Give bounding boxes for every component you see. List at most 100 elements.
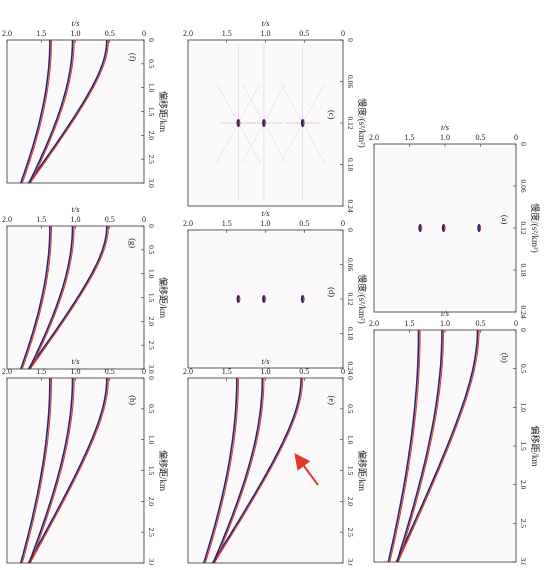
event-trough bbox=[396, 329, 443, 563]
x-tick-label: 3.0 bbox=[346, 558, 355, 565]
x-axis-label: 慢度/(s²/km²) bbox=[357, 274, 368, 323]
x-tick-label: 1.0 bbox=[346, 435, 355, 445]
t-tick-label: 1.0 bbox=[261, 29, 271, 38]
x-tick-label: 2.5 bbox=[519, 519, 528, 529]
t-tick-label: 0.5 bbox=[105, 215, 115, 224]
event-trough bbox=[20, 226, 51, 370]
t-axis-label: t/s bbox=[261, 208, 270, 218]
velocity-focus-point-peak bbox=[238, 296, 241, 302]
event-trough bbox=[27, 39, 108, 184]
t-tick-label: 0 bbox=[341, 29, 345, 38]
t-tick-label: 0.5 bbox=[299, 219, 309, 228]
x-tick-label: 0.24 bbox=[346, 361, 355, 374]
t-tick-label: 2.0 bbox=[183, 29, 193, 38]
event-peak bbox=[21, 378, 52, 564]
event-trough bbox=[27, 377, 108, 564]
x-tick-label: 3.0 bbox=[147, 178, 156, 188]
x-tick-label: 2.5 bbox=[147, 527, 156, 537]
velocity-focus-point-peak bbox=[420, 225, 423, 231]
event-trough bbox=[211, 377, 302, 564]
event-trough bbox=[387, 330, 420, 563]
velocity-focus-point-peak bbox=[264, 120, 266, 126]
x-tick-label: 0.12 bbox=[346, 292, 355, 305]
event-peak bbox=[204, 378, 239, 564]
x-tick-label: 0.18 bbox=[346, 158, 355, 171]
x-tick-label: 0 bbox=[346, 228, 355, 232]
t-axis-label: t/s bbox=[261, 356, 270, 366]
event-peak bbox=[29, 225, 109, 370]
x-tick-label: 1.5 bbox=[147, 107, 156, 117]
t-tick-label: 1.5 bbox=[36, 367, 46, 376]
x-tick-label: 0.18 bbox=[519, 263, 528, 276]
event-peak bbox=[21, 40, 52, 184]
x-tick-label: 3.0 bbox=[147, 364, 156, 374]
velocity-focus-point-peak bbox=[303, 120, 305, 126]
t-axis-label: t/s bbox=[71, 356, 80, 366]
panel-frame bbox=[187, 377, 344, 564]
t-tick-label: 1.0 bbox=[71, 215, 81, 224]
x-tick-label: 2.5 bbox=[147, 340, 156, 350]
panel-d: 2.0 1.5 1.0 0.5 0 t/s 0 0.06 0.12 0.18 0.24 慢度/(s²/… bbox=[183, 208, 368, 375]
event-trough bbox=[20, 378, 51, 564]
x-tick-label: 0.18 bbox=[346, 327, 355, 340]
panel-label: (f) bbox=[128, 53, 138, 62]
panel-a: 2.0 1.5 1.0 0.5 0 t/s 0 0.06 0.12 0.18 0.24 慢度/(s²/… bbox=[369, 122, 541, 319]
x-tick-label: 1.0 bbox=[519, 403, 528, 413]
velocity-focus-point-peak bbox=[479, 225, 482, 231]
t-tick-label: 2.0 bbox=[2, 367, 12, 376]
panel-e: 2.0 1.5 1.0 0.5 0 t/s 0 0.5 1.0 1.5 2.0 2.5 3.0 偏移距/k… bbox=[183, 356, 368, 568]
t-tick-label: 2.0 bbox=[2, 215, 12, 224]
panel-h: 2.0 1.5 1.0 0.5 0 t/s 0 0.5 1.0 1.5 2.0 2.5 3.0 偏移距/k… bbox=[2, 356, 169, 568]
t-tick-label: 1.5 bbox=[36, 215, 46, 224]
x-tick-label: 0 bbox=[346, 38, 355, 42]
annotation-arrow bbox=[294, 453, 319, 486]
t-tick-label: 0 bbox=[142, 29, 146, 38]
x-tick-label: 3.0 bbox=[519, 557, 528, 565]
t-tick-label: 0.5 bbox=[476, 319, 486, 328]
event-peak bbox=[30, 226, 75, 370]
event-trough bbox=[20, 40, 51, 184]
t-tick-label: 1.0 bbox=[440, 319, 450, 328]
x-tick-label: 0 bbox=[147, 224, 156, 228]
x-tick-label: 0 bbox=[519, 142, 528, 146]
x-axis-label: 偏移距/km bbox=[158, 277, 169, 318]
event-peak bbox=[29, 39, 109, 184]
t-tick-label: 2.0 bbox=[369, 319, 379, 328]
t-tick-label: 0 bbox=[142, 367, 146, 376]
event-peak bbox=[214, 378, 265, 564]
event-peak bbox=[30, 378, 75, 564]
x-tick-label: 0.12 bbox=[346, 116, 355, 129]
panel-label: (b) bbox=[500, 353, 510, 363]
event-trough bbox=[395, 329, 479, 563]
x-tick-label: 0.5 bbox=[147, 59, 156, 69]
event-peak bbox=[397, 329, 480, 563]
t-tick-label: 1.5 bbox=[405, 133, 415, 142]
t-tick-label: 1.0 bbox=[261, 219, 271, 228]
t-tick-label: 1.5 bbox=[222, 219, 232, 228]
x-axis-label: 偏移距/km bbox=[158, 450, 169, 491]
x-tick-label: 0.24 bbox=[519, 305, 528, 318]
t-tick-label: 0.5 bbox=[476, 133, 486, 142]
x-axis-label: 偏移距/km bbox=[158, 91, 169, 132]
panel-frame bbox=[6, 225, 145, 370]
x-tick-label: 0.5 bbox=[147, 245, 156, 255]
event-peak bbox=[213, 377, 304, 564]
velocity-focus-point-peak bbox=[238, 120, 241, 126]
panel-f: 2.0 1.5 1.0 0.5 0 t/s 0 0.5 1.0 1.5 2.0 2.5 3.0 偏移距/k… bbox=[2, 18, 169, 188]
event-trough bbox=[212, 378, 264, 564]
x-tick-label: 2.0 bbox=[346, 497, 355, 507]
x-axis-label: 偏移距/km bbox=[357, 450, 368, 491]
t-tick-label: 1.0 bbox=[71, 29, 81, 38]
t-tick-label: 0.5 bbox=[105, 367, 115, 376]
x-tick-label: 0.12 bbox=[519, 221, 528, 234]
x-tick-label: 1.5 bbox=[147, 293, 156, 303]
x-tick-label: 1.5 bbox=[346, 466, 355, 476]
x-tick-label: 0.06 bbox=[346, 75, 355, 88]
panel-label: (d) bbox=[327, 287, 337, 297]
t-tick-label: 1.5 bbox=[36, 29, 46, 38]
t-tick-label: 0.5 bbox=[105, 29, 115, 38]
panel-frame bbox=[6, 39, 145, 184]
t-axis-label: t/s bbox=[441, 122, 450, 132]
x-axis-label: 偏移距/km bbox=[530, 425, 541, 466]
